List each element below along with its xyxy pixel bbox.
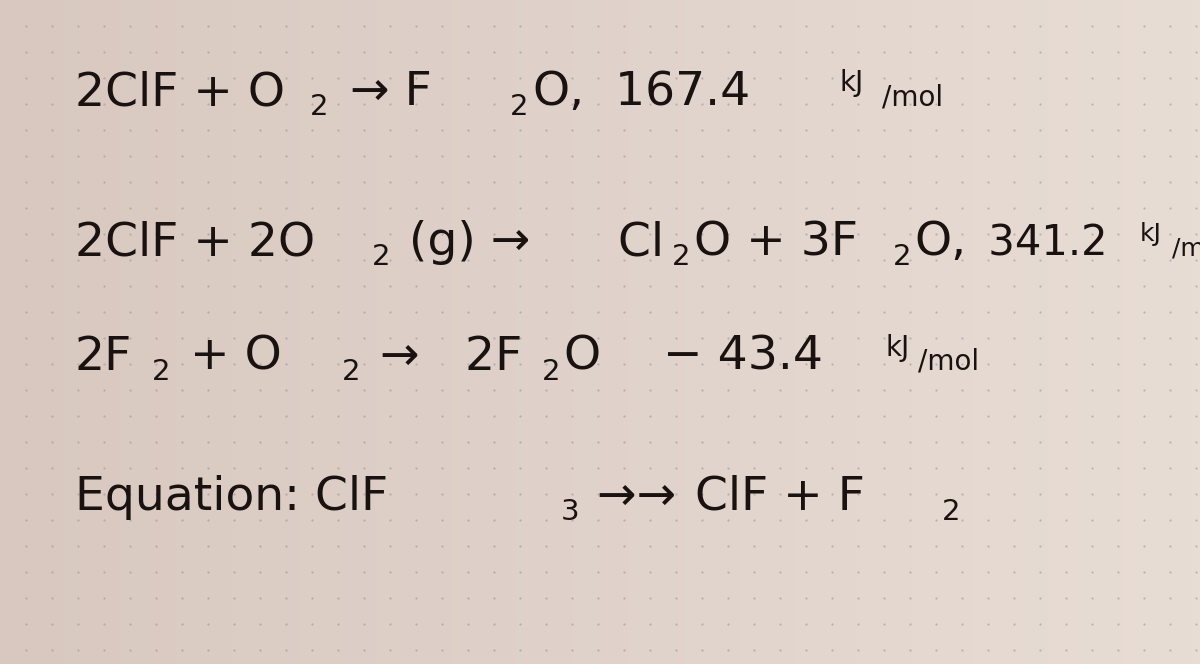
Text: 2: 2 — [942, 498, 960, 526]
Text: − 43.4: − 43.4 — [634, 335, 838, 380]
Text: 2: 2 — [672, 243, 690, 271]
Text: →→: →→ — [582, 475, 677, 520]
Text: 341.2: 341.2 — [974, 222, 1121, 264]
Text: Equation: ClF: Equation: ClF — [74, 475, 388, 520]
Text: 2ClF + O: 2ClF + O — [74, 70, 286, 115]
Text: 2ClF + 2O: 2ClF + 2O — [74, 220, 316, 265]
Text: 2: 2 — [342, 358, 360, 386]
Text: 2: 2 — [893, 243, 912, 271]
Text: 2: 2 — [510, 93, 528, 121]
Text: →: → — [365, 335, 420, 380]
Text: 2F: 2F — [74, 335, 132, 380]
Text: /mol: /mol — [1172, 236, 1200, 260]
Text: 2: 2 — [152, 358, 170, 386]
Text: 2: 2 — [372, 243, 390, 271]
Text: ClF + F: ClF + F — [680, 475, 865, 520]
Text: /mol: /mol — [882, 83, 943, 111]
Text: O,: O, — [532, 70, 584, 115]
Text: 3: 3 — [562, 498, 580, 526]
Text: (g) →: (g) → — [394, 220, 530, 265]
Text: O,: O, — [914, 220, 966, 265]
Text: kJ: kJ — [840, 69, 864, 97]
Text: O + 3F: O + 3F — [694, 220, 858, 265]
Text: 2F: 2F — [450, 335, 522, 380]
Text: kJ: kJ — [886, 334, 910, 362]
Text: /mol: /mol — [918, 348, 979, 376]
Text: kJ: kJ — [1140, 222, 1162, 246]
Text: 2: 2 — [310, 93, 329, 121]
Text: O: O — [563, 335, 600, 380]
Text: → F: → F — [335, 70, 432, 115]
Text: 167.4: 167.4 — [600, 70, 766, 115]
Text: 2: 2 — [542, 358, 560, 386]
Text: + O: + O — [175, 335, 282, 380]
Text: Cl: Cl — [604, 220, 664, 265]
